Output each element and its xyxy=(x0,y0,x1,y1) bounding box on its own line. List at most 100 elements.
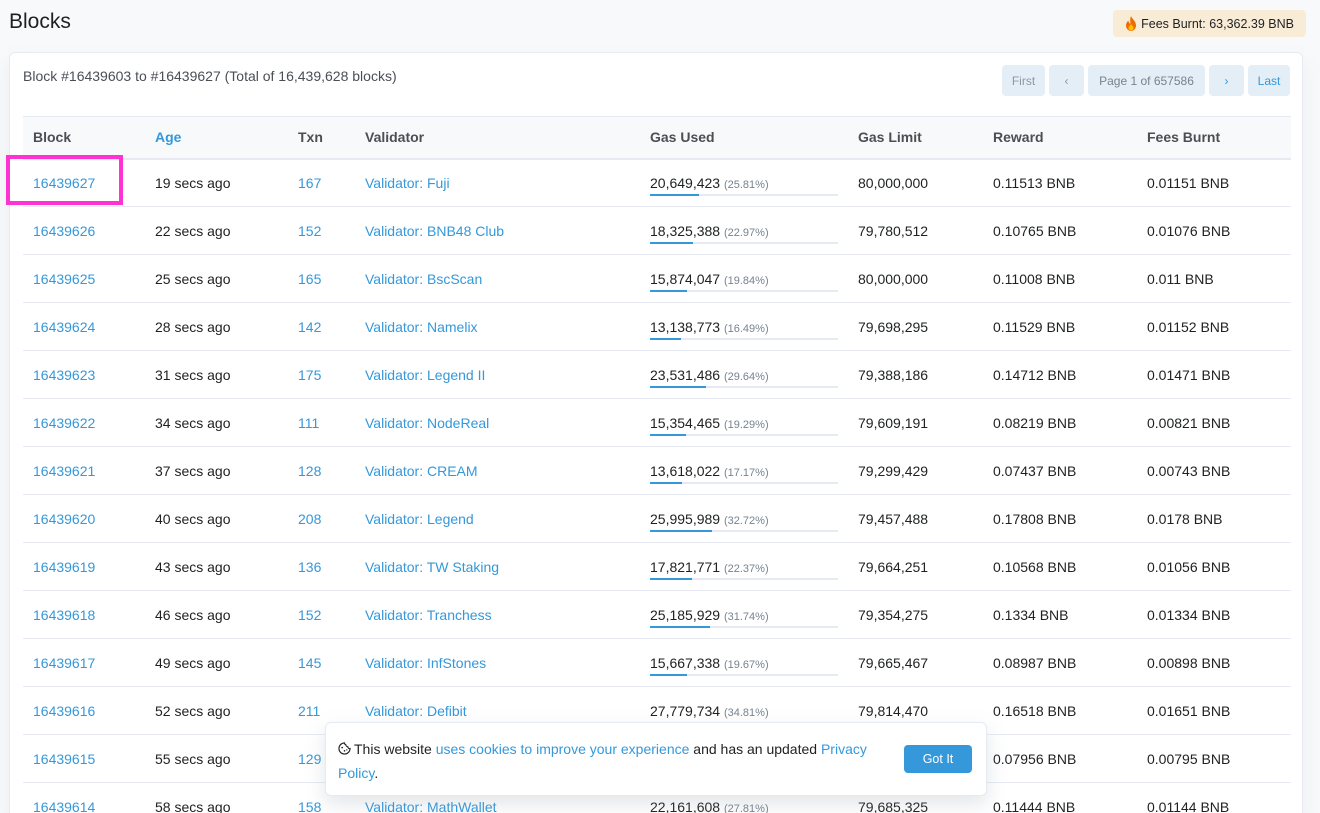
first-page-button[interactable]: First xyxy=(1002,65,1045,96)
gas-progress-fill xyxy=(650,434,687,436)
txn-count-link[interactable]: 158 xyxy=(298,798,322,813)
validator-link[interactable]: Validator: Tranchess xyxy=(365,606,492,623)
cookie-policy-link[interactable]: uses cookies to improve your experience xyxy=(435,741,690,757)
table-row: 16439617 49 secs ago 145 Validator: InfSton… xyxy=(23,638,1291,687)
table-cell-fees-burnt: 0.01471 BNB xyxy=(1137,350,1291,399)
validator-link[interactable]: Validator: Namelix xyxy=(365,318,478,335)
gas-limit: 79,780,512 xyxy=(858,222,929,239)
validator-link[interactable]: Validator: Defibit xyxy=(365,702,467,719)
table-cell-reward: 0.11008 BNB xyxy=(983,254,1137,303)
cookie-text-2: and has an updated xyxy=(693,741,818,757)
gas-used-percent: (32.72%) xyxy=(723,514,769,527)
table-cell-block-age: 37 secs ago xyxy=(145,446,288,495)
block-number-link[interactable]: 16439621 xyxy=(33,462,96,479)
table-cell-block-age: 28 secs ago xyxy=(145,302,288,351)
block-number-link[interactable]: 16439625 xyxy=(33,270,96,287)
gas-progress-bar xyxy=(650,482,838,484)
txn-count-link[interactable]: 128 xyxy=(298,462,322,479)
txn-count-link[interactable]: 167 xyxy=(298,174,322,191)
table-cell-validator-link: Validator: InfStones xyxy=(355,638,640,687)
validator-link[interactable]: Validator: Legend xyxy=(365,510,474,527)
table-cell-gas-used: 15,874,047 (19.84%) xyxy=(640,254,848,303)
privacy-policy-link[interactable]: Privacy Policy xyxy=(338,741,867,781)
validator-link[interactable]: Validator: CREAM xyxy=(365,462,478,479)
fees-burnt-badge[interactable]: Fees Burnt: 63,362.39 BNB xyxy=(1113,10,1306,37)
table-cell-block-number-link: 16439626 xyxy=(23,206,145,255)
fees-burnt: 0.01144 BNB xyxy=(1147,798,1230,813)
table-cell-block-age: 58 secs ago xyxy=(145,782,288,813)
block-age: 22 secs ago xyxy=(155,222,231,239)
table-cell-gas-limit: 79,388,186 xyxy=(848,350,983,399)
block-age: 34 secs ago xyxy=(155,414,231,431)
txn-count-link[interactable]: 142 xyxy=(298,318,322,335)
gas-limit: 79,665,467 xyxy=(858,654,929,671)
block-age: 43 secs ago xyxy=(155,558,231,575)
txn-count-link[interactable]: 152 xyxy=(298,606,322,623)
got-it-button[interactable]: Got It xyxy=(904,745,972,773)
txn-count-link[interactable]: 129 xyxy=(298,750,322,767)
gas-limit: 79,354,275 xyxy=(858,606,929,623)
table-cell-gas-limit: 80,000,000 xyxy=(848,254,983,303)
block-number-link[interactable]: 16439627 xyxy=(33,174,96,191)
block-number-link[interactable]: 16439616 xyxy=(33,702,96,719)
validator-link[interactable]: Validator: NodeReal xyxy=(365,414,490,431)
validator-link[interactable]: Validator: TW Staking xyxy=(365,558,500,575)
validator-link[interactable]: Validator: InfStones xyxy=(365,654,487,671)
block-number-link[interactable]: 16439620 xyxy=(33,510,96,527)
txn-count-link[interactable]: 145 xyxy=(298,654,322,671)
gas-progress-bar xyxy=(650,434,838,436)
txn-count-link[interactable]: 136 xyxy=(298,558,322,575)
block-number-link[interactable]: 16439619 xyxy=(33,558,96,575)
next-page-button[interactable]: › xyxy=(1209,65,1244,96)
txn-count-link[interactable]: 152 xyxy=(298,222,322,239)
reward: 0.1334 BNB xyxy=(993,606,1069,623)
table-cell-reward: 0.17808 BNB xyxy=(983,494,1137,543)
last-page-button[interactable]: Last xyxy=(1248,65,1290,96)
block-number-link[interactable]: 16439623 xyxy=(33,366,96,383)
validator-link[interactable]: Validator: BNB48 Club xyxy=(365,222,505,239)
column-header-gas-limit: Gas Limit xyxy=(858,129,922,146)
previous-page-button[interactable]: ‹ xyxy=(1049,65,1084,96)
table-cell-reward: 0.07956 BNB xyxy=(983,734,1137,783)
gas-limit: 79,814,470 xyxy=(858,702,929,719)
block-number-link[interactable]: 16439618 xyxy=(33,606,96,623)
gas-progress-fill xyxy=(650,338,681,340)
txn-count-link[interactable]: 111 xyxy=(298,414,320,431)
gas-used-percent: (19.67%) xyxy=(723,658,769,671)
table-cell-block-number-link: 16439615 xyxy=(23,734,145,783)
block-number-link[interactable]: 16439617 xyxy=(33,654,96,671)
txn-count-link[interactable]: 211 xyxy=(298,702,321,719)
reward: 0.14712 BNB xyxy=(993,366,1077,383)
fees-burnt-label: Fees Burnt: 63,362.39 BNB xyxy=(1141,16,1294,31)
table-cell-reward: 0.1334 BNB xyxy=(983,590,1137,639)
block-number-link[interactable]: 16439614 xyxy=(33,798,96,813)
gas-used-value: 25,995,989 xyxy=(650,510,721,527)
block-age: 58 secs ago xyxy=(155,798,231,813)
gas-progress-bar xyxy=(650,626,838,628)
blocks-card: Block #16439603 to #16439627 (Total of 1… xyxy=(9,52,1303,813)
validator-link[interactable]: Validator: Legend II xyxy=(365,366,486,383)
validator-link[interactable]: Validator: MathWallet xyxy=(365,798,497,813)
validator-link[interactable]: Validator: BscScan xyxy=(365,270,483,287)
block-age: 19 secs ago xyxy=(155,174,231,191)
block-number-link[interactable]: 16439626 xyxy=(33,222,96,239)
txn-count-link[interactable]: 165 xyxy=(298,270,322,287)
gas-limit: 79,698,295 xyxy=(858,318,929,335)
txn-count-link[interactable]: 208 xyxy=(298,510,322,527)
table-cell-validator-link: Validator: Legend xyxy=(355,494,640,543)
table-cell-block-age: 34 secs ago xyxy=(145,398,288,447)
block-number-link[interactable]: 16439624 xyxy=(33,318,96,335)
txn-count-link[interactable]: 175 xyxy=(298,366,322,383)
block-age: 40 secs ago xyxy=(155,510,231,527)
gas-limit: 79,664,251 xyxy=(858,558,929,575)
block-number-link[interactable]: 16439622 xyxy=(33,414,96,431)
table-cell-block-age: 43 secs ago xyxy=(145,542,288,591)
column-header-reward: Reward xyxy=(993,129,1044,146)
block-age: 55 secs ago xyxy=(155,750,231,767)
validator-link[interactable]: Validator: Fuji xyxy=(365,174,450,191)
block-number-link[interactable]: 16439615 xyxy=(33,750,96,767)
column-header-gas-used: Gas Used xyxy=(650,129,715,146)
table-cell-block-age: 52 secs ago xyxy=(145,686,288,735)
column-header-age[interactable]: Age xyxy=(155,129,182,146)
table-cell-reward: 0.11529 BNB xyxy=(983,302,1137,351)
